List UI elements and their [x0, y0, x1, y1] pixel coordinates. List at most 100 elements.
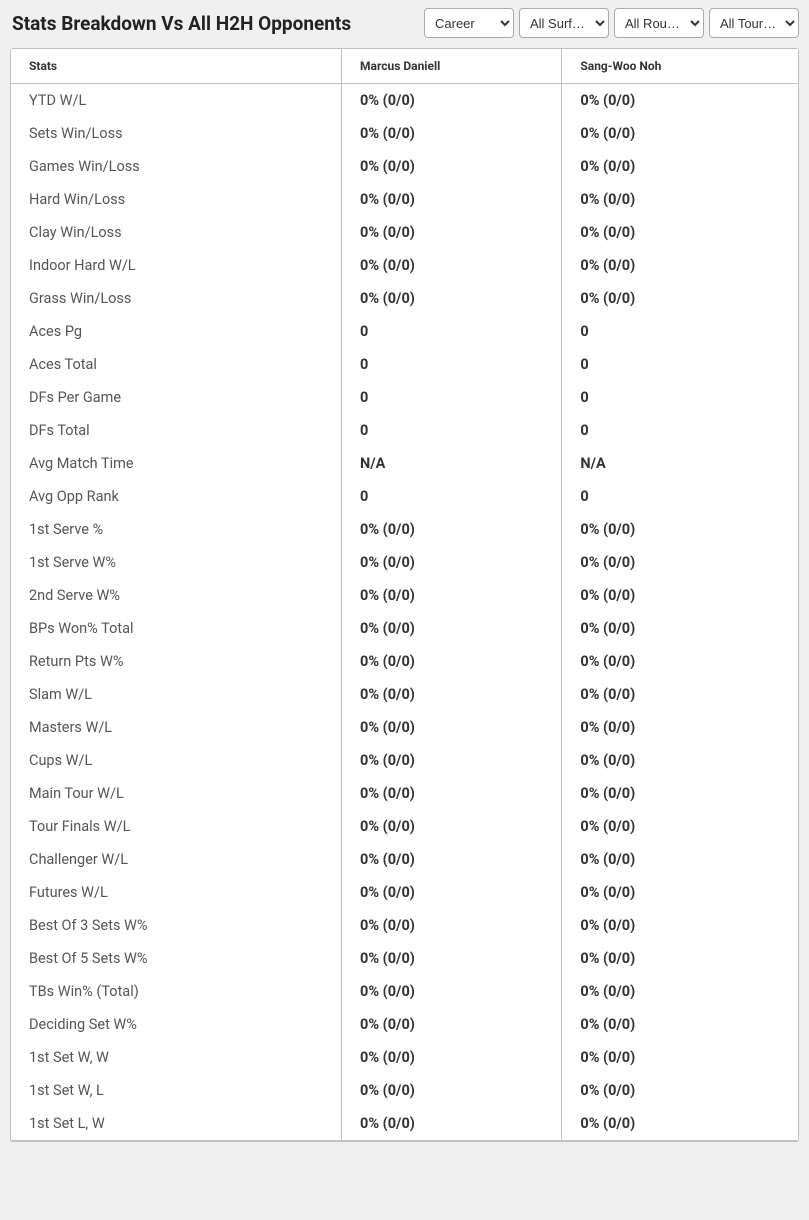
stat-label: Futures W/L — [11, 876, 342, 909]
stat-label: 1st Serve % — [11, 513, 342, 546]
stat-value-p1: 0% (0/0) — [342, 216, 562, 249]
stat-value-p2: 0% (0/0) — [562, 579, 798, 612]
stat-value-p2: 0% (0/0) — [562, 1041, 798, 1074]
stat-value-p2: 0% (0/0) — [562, 282, 798, 315]
stat-value-p2: 0% (0/0) — [562, 744, 798, 777]
stat-value-p1: 0% (0/0) — [342, 678, 562, 711]
table-row: Cups W/L0% (0/0)0% (0/0) — [11, 744, 798, 777]
stat-label: 1st Set W, W — [11, 1041, 342, 1074]
stat-label: Cups W/L — [11, 744, 342, 777]
stat-value-p1: 0% (0/0) — [342, 744, 562, 777]
table-row: Hard Win/Loss0% (0/0)0% (0/0) — [11, 183, 798, 216]
table-row: Tour Finals W/L0% (0/0)0% (0/0) — [11, 810, 798, 843]
stat-label: Indoor Hard W/L — [11, 249, 342, 282]
stat-value-p1: 0% (0/0) — [342, 1074, 562, 1107]
header-row: Stats Breakdown Vs All H2H Opponents Car… — [6, 4, 803, 48]
stat-label: 1st Set L, W — [11, 1107, 342, 1141]
stat-label: Grass Win/Loss — [11, 282, 342, 315]
header-stats: Stats — [11, 49, 342, 84]
surface-select[interactable]: All Surf… — [519, 8, 609, 38]
table-row: DFs Total00 — [11, 414, 798, 447]
stat-value-p1: 0% (0/0) — [342, 843, 562, 876]
table-row: Avg Match TimeN/AN/A — [11, 447, 798, 480]
table-row: Deciding Set W%0% (0/0)0% (0/0) — [11, 1008, 798, 1041]
stat-value-p2: 0% (0/0) — [562, 975, 798, 1008]
stat-label: 1st Serve W% — [11, 546, 342, 579]
table-row: Indoor Hard W/L0% (0/0)0% (0/0) — [11, 249, 798, 282]
stat-value-p2: 0% (0/0) — [562, 942, 798, 975]
table-row: TBs Win% (Total)0% (0/0)0% (0/0) — [11, 975, 798, 1008]
stat-label: TBs Win% (Total) — [11, 975, 342, 1008]
stats-table: Stats Marcus Daniell Sang-Woo Noh YTD W/… — [11, 49, 798, 1141]
stat-label: DFs Total — [11, 414, 342, 447]
stat-label: YTD W/L — [11, 84, 342, 118]
stat-value-p1: 0% (0/0) — [342, 579, 562, 612]
stat-value-p2: 0% (0/0) — [562, 546, 798, 579]
stat-value-p1: 0% (0/0) — [342, 1008, 562, 1041]
stat-value-p1: 0% (0/0) — [342, 84, 562, 118]
stat-value-p1: 0% (0/0) — [342, 711, 562, 744]
stat-label: Return Pts W% — [11, 645, 342, 678]
period-select[interactable]: Career — [424, 8, 514, 38]
stat-value-p2: 0 — [562, 381, 798, 414]
stat-value-p2: 0% (0/0) — [562, 1074, 798, 1107]
stat-value-p2: 0% (0/0) — [562, 1008, 798, 1041]
stat-label: Deciding Set W% — [11, 1008, 342, 1041]
stat-label: 1st Set W, L — [11, 1074, 342, 1107]
table-row: 1st Set W, L0% (0/0)0% (0/0) — [11, 1074, 798, 1107]
round-select[interactable]: All Rou… — [614, 8, 704, 38]
stat-value-p1: 0% (0/0) — [342, 1107, 562, 1141]
stat-value-p1: 0 — [342, 414, 562, 447]
stat-label: Clay Win/Loss — [11, 216, 342, 249]
stat-value-p2: 0% (0/0) — [562, 216, 798, 249]
stat-label: Avg Match Time — [11, 447, 342, 480]
stat-value-p1: 0 — [342, 381, 562, 414]
stat-value-p1: 0% (0/0) — [342, 612, 562, 645]
table-row: Games Win/Loss0% (0/0)0% (0/0) — [11, 150, 798, 183]
stat-value-p1: 0% (0/0) — [342, 1041, 562, 1074]
stat-value-p2: 0% (0/0) — [562, 249, 798, 282]
stat-value-p2: 0% (0/0) — [562, 117, 798, 150]
stat-value-p1: 0 — [342, 480, 562, 513]
stat-label: Tour Finals W/L — [11, 810, 342, 843]
page-title: Stats Breakdown Vs All H2H Opponents — [12, 12, 351, 35]
table-row: Clay Win/Loss0% (0/0)0% (0/0) — [11, 216, 798, 249]
stat-value-p2: 0 — [562, 315, 798, 348]
table-row: Best Of 3 Sets W%0% (0/0)0% (0/0) — [11, 909, 798, 942]
table-row: Return Pts W%0% (0/0)0% (0/0) — [11, 645, 798, 678]
table-row: Sets Win/Loss0% (0/0)0% (0/0) — [11, 117, 798, 150]
stat-value-p1: 0% (0/0) — [342, 546, 562, 579]
stat-label: 2nd Serve W% — [11, 579, 342, 612]
stat-value-p2: 0% (0/0) — [562, 183, 798, 216]
stat-label: DFs Per Game — [11, 381, 342, 414]
stat-label: Best Of 5 Sets W% — [11, 942, 342, 975]
stat-value-p2: 0% (0/0) — [562, 678, 798, 711]
stats-table-wrap: Stats Marcus Daniell Sang-Woo Noh YTD W/… — [10, 48, 799, 1142]
tour-select[interactable]: All Tour… — [709, 8, 799, 38]
stat-value-p2: 0% (0/0) — [562, 513, 798, 546]
stat-value-p2: 0 — [562, 480, 798, 513]
table-row: Masters W/L0% (0/0)0% (0/0) — [11, 711, 798, 744]
stat-value-p2: 0% (0/0) — [562, 84, 798, 118]
stat-value-p1: 0% (0/0) — [342, 282, 562, 315]
stat-value-p2: 0% (0/0) — [562, 777, 798, 810]
stat-label: Slam W/L — [11, 678, 342, 711]
stat-label: Hard Win/Loss — [11, 183, 342, 216]
stat-value-p2: 0% (0/0) — [562, 150, 798, 183]
stat-value-p2: 0% (0/0) — [562, 612, 798, 645]
table-row: 1st Set W, W0% (0/0)0% (0/0) — [11, 1041, 798, 1074]
stat-value-p2: 0% (0/0) — [562, 711, 798, 744]
stat-value-p2: 0% (0/0) — [562, 810, 798, 843]
stat-value-p1: 0% (0/0) — [342, 249, 562, 282]
table-row: 2nd Serve W%0% (0/0)0% (0/0) — [11, 579, 798, 612]
stat-label: Best Of 3 Sets W% — [11, 909, 342, 942]
stat-value-p1: 0% (0/0) — [342, 975, 562, 1008]
stat-label: Masters W/L — [11, 711, 342, 744]
table-row: Challenger W/L0% (0/0)0% (0/0) — [11, 843, 798, 876]
stat-label: Aces Pg — [11, 315, 342, 348]
stat-value-p1: 0 — [342, 348, 562, 381]
stat-label: Main Tour W/L — [11, 777, 342, 810]
stat-value-p1: N/A — [342, 447, 562, 480]
header-player1: Marcus Daniell — [342, 49, 562, 84]
stat-value-p1: 0% (0/0) — [342, 876, 562, 909]
